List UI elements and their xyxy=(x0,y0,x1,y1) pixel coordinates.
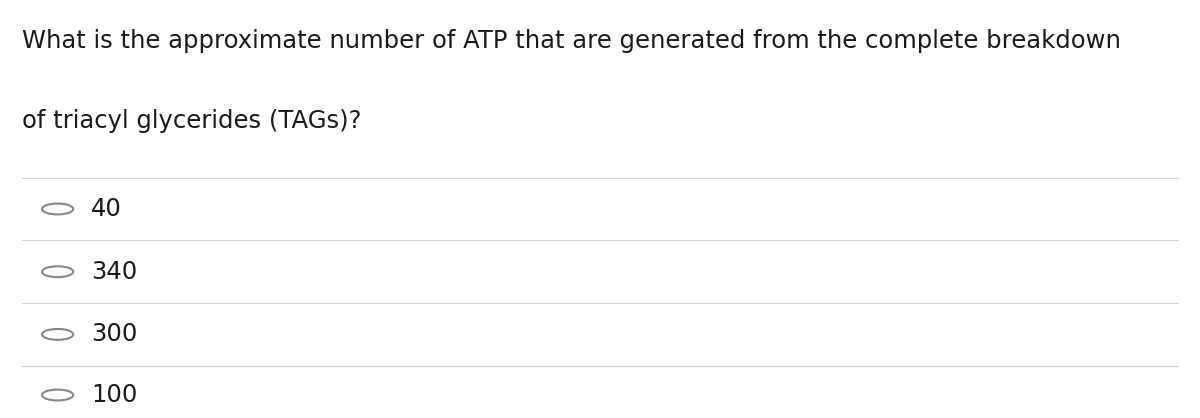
Text: What is the approximate number of ATP that are generated from the complete break: What is the approximate number of ATP th… xyxy=(22,29,1121,53)
Text: 40: 40 xyxy=(91,197,122,221)
Text: 300: 300 xyxy=(91,322,138,347)
Text: of triacyl glycerides (TAGs)?: of triacyl glycerides (TAGs)? xyxy=(22,109,361,133)
Text: 340: 340 xyxy=(91,260,138,284)
Text: 100: 100 xyxy=(91,383,138,407)
